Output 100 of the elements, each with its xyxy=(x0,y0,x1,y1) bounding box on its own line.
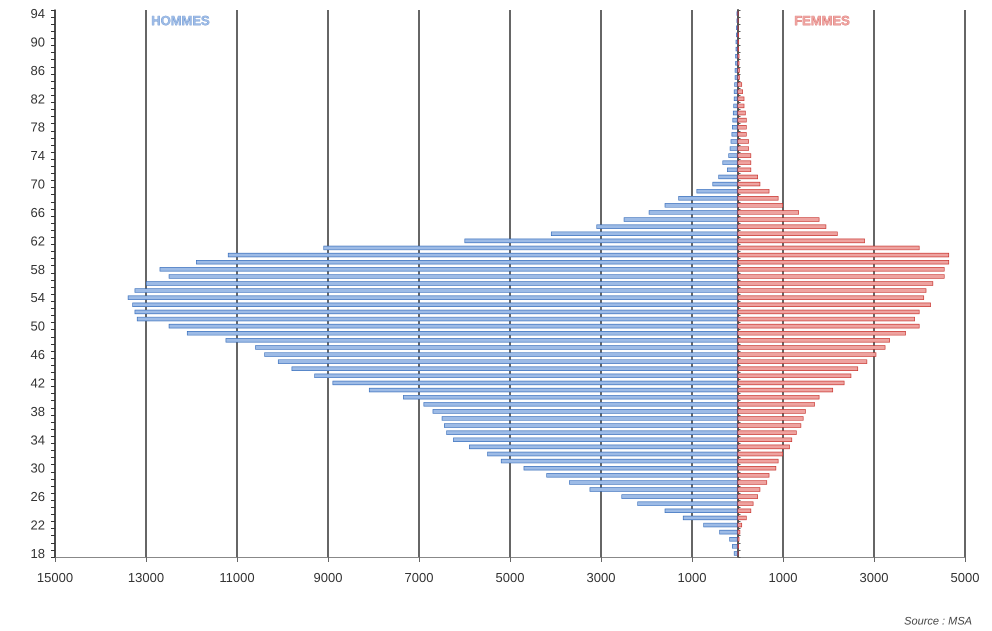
bar xyxy=(738,246,920,250)
bar xyxy=(738,324,920,328)
bar xyxy=(226,338,738,343)
bar xyxy=(664,508,738,514)
bar xyxy=(732,110,738,116)
bar xyxy=(738,409,806,414)
bar xyxy=(738,288,926,293)
y-tick-label: 82 xyxy=(30,91,45,106)
bar xyxy=(186,331,738,336)
bar xyxy=(624,217,738,222)
bar xyxy=(732,544,738,549)
bar xyxy=(648,210,738,215)
bar xyxy=(134,310,738,314)
y-tick-label: 62 xyxy=(30,233,45,248)
bar xyxy=(264,352,738,357)
bar xyxy=(738,430,797,435)
bar xyxy=(278,359,738,364)
bar xyxy=(314,374,738,378)
bar xyxy=(168,324,738,328)
y-tick-label: 86 xyxy=(30,62,45,78)
y-tick-label: 58 xyxy=(30,262,45,277)
bar xyxy=(738,274,945,279)
bar xyxy=(738,466,776,470)
bar xyxy=(738,366,858,371)
y-tick-label: 30 xyxy=(30,460,45,476)
bar xyxy=(734,82,738,87)
bar xyxy=(738,110,746,116)
x-tick-label: 13000 xyxy=(128,570,164,585)
x-tick-label: 3000 xyxy=(586,570,616,585)
x-tick-label: 5000 xyxy=(496,570,524,585)
bar xyxy=(738,203,783,208)
y-tick-label: 66 xyxy=(30,204,45,220)
bar xyxy=(738,508,752,514)
text: HOMMES xyxy=(151,13,210,28)
bar xyxy=(255,345,738,350)
bar xyxy=(738,502,754,506)
bar xyxy=(738,210,799,215)
bar xyxy=(738,331,906,336)
x-tick-label: 5000 xyxy=(950,570,980,585)
bar xyxy=(738,458,778,464)
x-tick-label: 9000 xyxy=(314,570,342,585)
bar xyxy=(738,125,747,130)
bar xyxy=(738,174,758,180)
bar xyxy=(738,217,820,222)
bar xyxy=(730,146,738,151)
bar xyxy=(722,160,738,165)
bar xyxy=(734,96,738,101)
bar xyxy=(719,530,738,534)
bar xyxy=(403,394,738,400)
bar xyxy=(738,444,790,450)
x-tick-label: 15000 xyxy=(36,570,74,585)
bar xyxy=(738,338,890,343)
bar xyxy=(738,153,752,158)
bar xyxy=(738,281,934,286)
bar xyxy=(146,281,738,286)
x-tick-label: 7000 xyxy=(404,570,434,585)
bar xyxy=(738,416,804,421)
x-tick-label: 1000 xyxy=(768,570,798,585)
bar xyxy=(738,188,770,194)
bar xyxy=(738,146,749,151)
bar xyxy=(738,232,838,236)
bar xyxy=(738,423,802,428)
bar xyxy=(738,345,886,350)
bar xyxy=(621,494,738,499)
bar xyxy=(487,452,738,456)
bar xyxy=(738,182,760,186)
y-tick-label: 26 xyxy=(30,489,45,504)
y-tick-label: 74 xyxy=(30,148,45,164)
bar xyxy=(168,274,738,279)
bar xyxy=(738,104,744,108)
y-tick-label: 78 xyxy=(30,120,45,135)
bar xyxy=(664,203,738,208)
bar xyxy=(727,168,738,172)
bar xyxy=(738,316,915,322)
bar xyxy=(464,238,738,244)
bar xyxy=(432,409,738,414)
bar xyxy=(738,374,852,378)
bar xyxy=(738,516,747,520)
bar xyxy=(738,118,747,122)
bar xyxy=(696,188,738,194)
bar xyxy=(738,359,868,364)
bar xyxy=(712,182,738,186)
bar xyxy=(160,267,738,272)
bar xyxy=(738,452,783,456)
bar xyxy=(738,310,920,314)
bar xyxy=(637,502,738,506)
bar xyxy=(734,68,738,73)
bar xyxy=(453,438,738,442)
y-tick-label: 54 xyxy=(30,290,45,306)
bar xyxy=(368,388,738,392)
bar xyxy=(734,89,738,94)
y-tick-label: 50 xyxy=(30,318,45,334)
y-tick-label: 34 xyxy=(30,432,45,448)
bar xyxy=(738,352,876,357)
source-note: Source : MSA xyxy=(904,616,972,628)
bar xyxy=(738,473,770,478)
bar xyxy=(569,480,738,485)
bar xyxy=(738,296,924,300)
x-tick-label: 11000 xyxy=(219,570,255,585)
y-tick-label: 42 xyxy=(30,375,45,390)
